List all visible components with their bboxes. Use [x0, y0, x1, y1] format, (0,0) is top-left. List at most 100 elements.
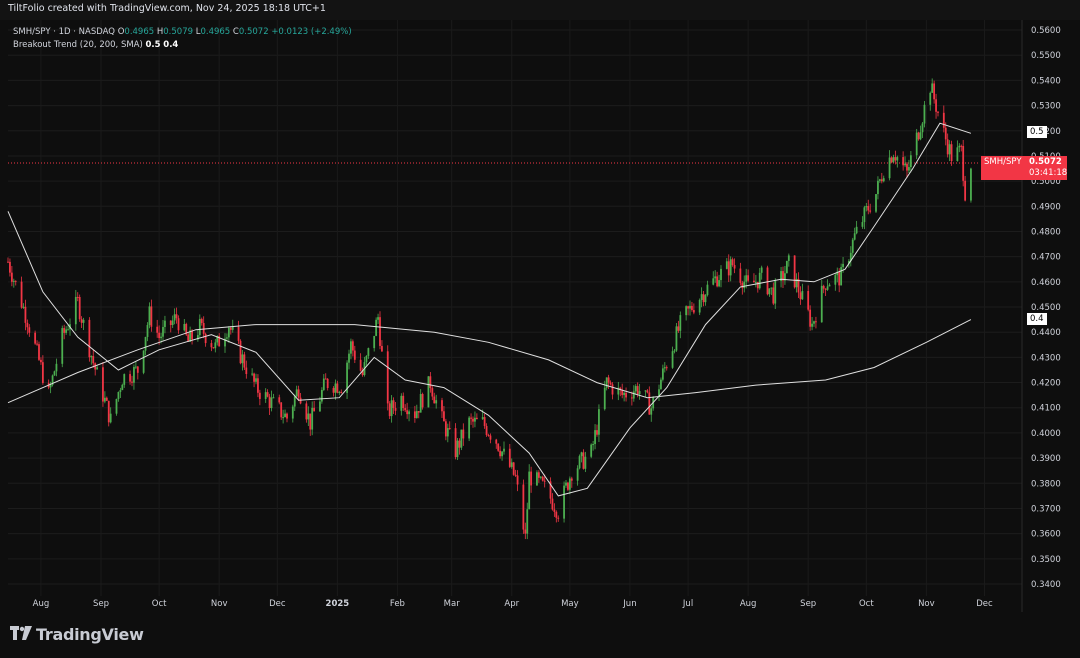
x-tick-label: Sep	[800, 599, 816, 609]
candle-body	[512, 462, 515, 475]
candle-body	[226, 337, 228, 339]
candle-body	[187, 334, 190, 342]
candle-body	[729, 259, 732, 276]
candle-body	[173, 314, 176, 321]
x-tick-label: Aug	[740, 599, 757, 609]
candle-body	[780, 271, 782, 282]
candle-body	[214, 342, 217, 349]
candle-body	[727, 261, 730, 276]
candle-body	[675, 326, 678, 351]
candle-body	[555, 511, 558, 518]
candle-body	[448, 428, 451, 430]
candle-body	[351, 341, 354, 351]
candle-body	[109, 413, 112, 423]
candle-body	[291, 406, 294, 419]
candle-body	[24, 306, 27, 323]
legend-high-value: 0.5079	[163, 27, 194, 37]
candle-body	[820, 285, 823, 323]
candle-body	[584, 456, 587, 469]
candle-body	[427, 376, 430, 408]
candle-body	[204, 333, 207, 344]
candle-body	[824, 288, 827, 290]
tradingview-logo-text: TradingView	[36, 625, 144, 644]
candle-body	[508, 448, 511, 467]
candle-body	[216, 336, 219, 343]
candle-body	[935, 99, 937, 112]
legend-indicator-row[interactable]: Breakout Trend (20, 200, SMA) 0.5 0.4	[13, 39, 352, 52]
y-tick-label: 0.5300	[1031, 102, 1061, 112]
candle-body	[567, 482, 569, 490]
candle-body	[582, 452, 585, 469]
candle-body	[712, 278, 715, 285]
candle-body	[313, 407, 316, 412]
candle-body	[501, 451, 503, 457]
candle-body	[148, 306, 151, 326]
y-tick-label: 0.4200	[1031, 379, 1061, 389]
candle-body	[454, 428, 457, 458]
candle-body	[568, 478, 571, 490]
candle-body	[549, 481, 552, 499]
candle-body	[578, 456, 581, 469]
candle-body	[458, 440, 461, 448]
candle-body	[648, 392, 651, 415]
x-tick-label: 2025	[326, 599, 350, 609]
candle-body	[867, 206, 870, 211]
candle-body	[129, 374, 131, 382]
candle-body	[658, 389, 660, 397]
candle-body	[406, 410, 409, 415]
candle-body	[787, 255, 790, 261]
legend-low-value: 0.4965	[200, 27, 231, 37]
candle-body	[644, 390, 647, 392]
candle-body	[487, 434, 490, 436]
candle-body	[970, 168, 972, 201]
candle-body	[611, 384, 614, 395]
candle-body	[36, 343, 38, 345]
candle-body	[326, 378, 329, 389]
y-tick-label: 0.4600	[1031, 278, 1061, 288]
candle-body	[539, 476, 542, 478]
legend-close-value: 0.5072	[238, 27, 269, 37]
candle-body	[12, 280, 15, 282]
last-price-tag: SMH/SPY 0.5072 03:41:18	[981, 156, 1067, 180]
y-tick-label: 0.3700	[1031, 504, 1061, 514]
x-tick-label: Sep	[93, 599, 109, 609]
candle-body	[136, 366, 139, 373]
candle-body	[660, 379, 662, 390]
candle-body	[725, 261, 728, 269]
tradingview-logo[interactable]: TradingView	[10, 625, 144, 644]
candle-body	[9, 261, 11, 273]
candle-body	[227, 327, 230, 338]
candle-body	[621, 389, 624, 396]
candle-body	[828, 284, 831, 287]
candle-body	[714, 276, 717, 279]
y-tick-label: 0.4700	[1031, 253, 1061, 263]
candle-body	[38, 344, 40, 360]
candle-body	[570, 478, 573, 481]
candle-body	[324, 378, 327, 380]
candle-body	[53, 371, 56, 376]
x-tick-label: Jun	[622, 599, 636, 609]
candle-body	[958, 145, 961, 148]
candle-body	[284, 413, 286, 418]
candle-body	[915, 132, 918, 156]
last-price-symbol: SMH/SPY	[984, 157, 1022, 167]
candle-body	[661, 368, 664, 380]
candle-body	[733, 265, 736, 269]
legend-high-key: H	[156, 27, 164, 37]
candle-body	[772, 287, 775, 304]
candle-body	[365, 355, 368, 363]
candle-body	[404, 408, 407, 411]
candle-body	[956, 147, 959, 162]
candle-body	[258, 392, 261, 399]
candle-body	[481, 417, 484, 420]
candle-body	[169, 320, 172, 326]
candle-body	[754, 281, 757, 283]
candle-body	[942, 112, 945, 128]
candle-body	[251, 373, 254, 375]
grid	[8, 20, 1023, 612]
candle-body	[156, 326, 159, 333]
candle-body	[863, 207, 866, 223]
candle-body	[92, 356, 95, 364]
candle-body	[185, 323, 188, 335]
